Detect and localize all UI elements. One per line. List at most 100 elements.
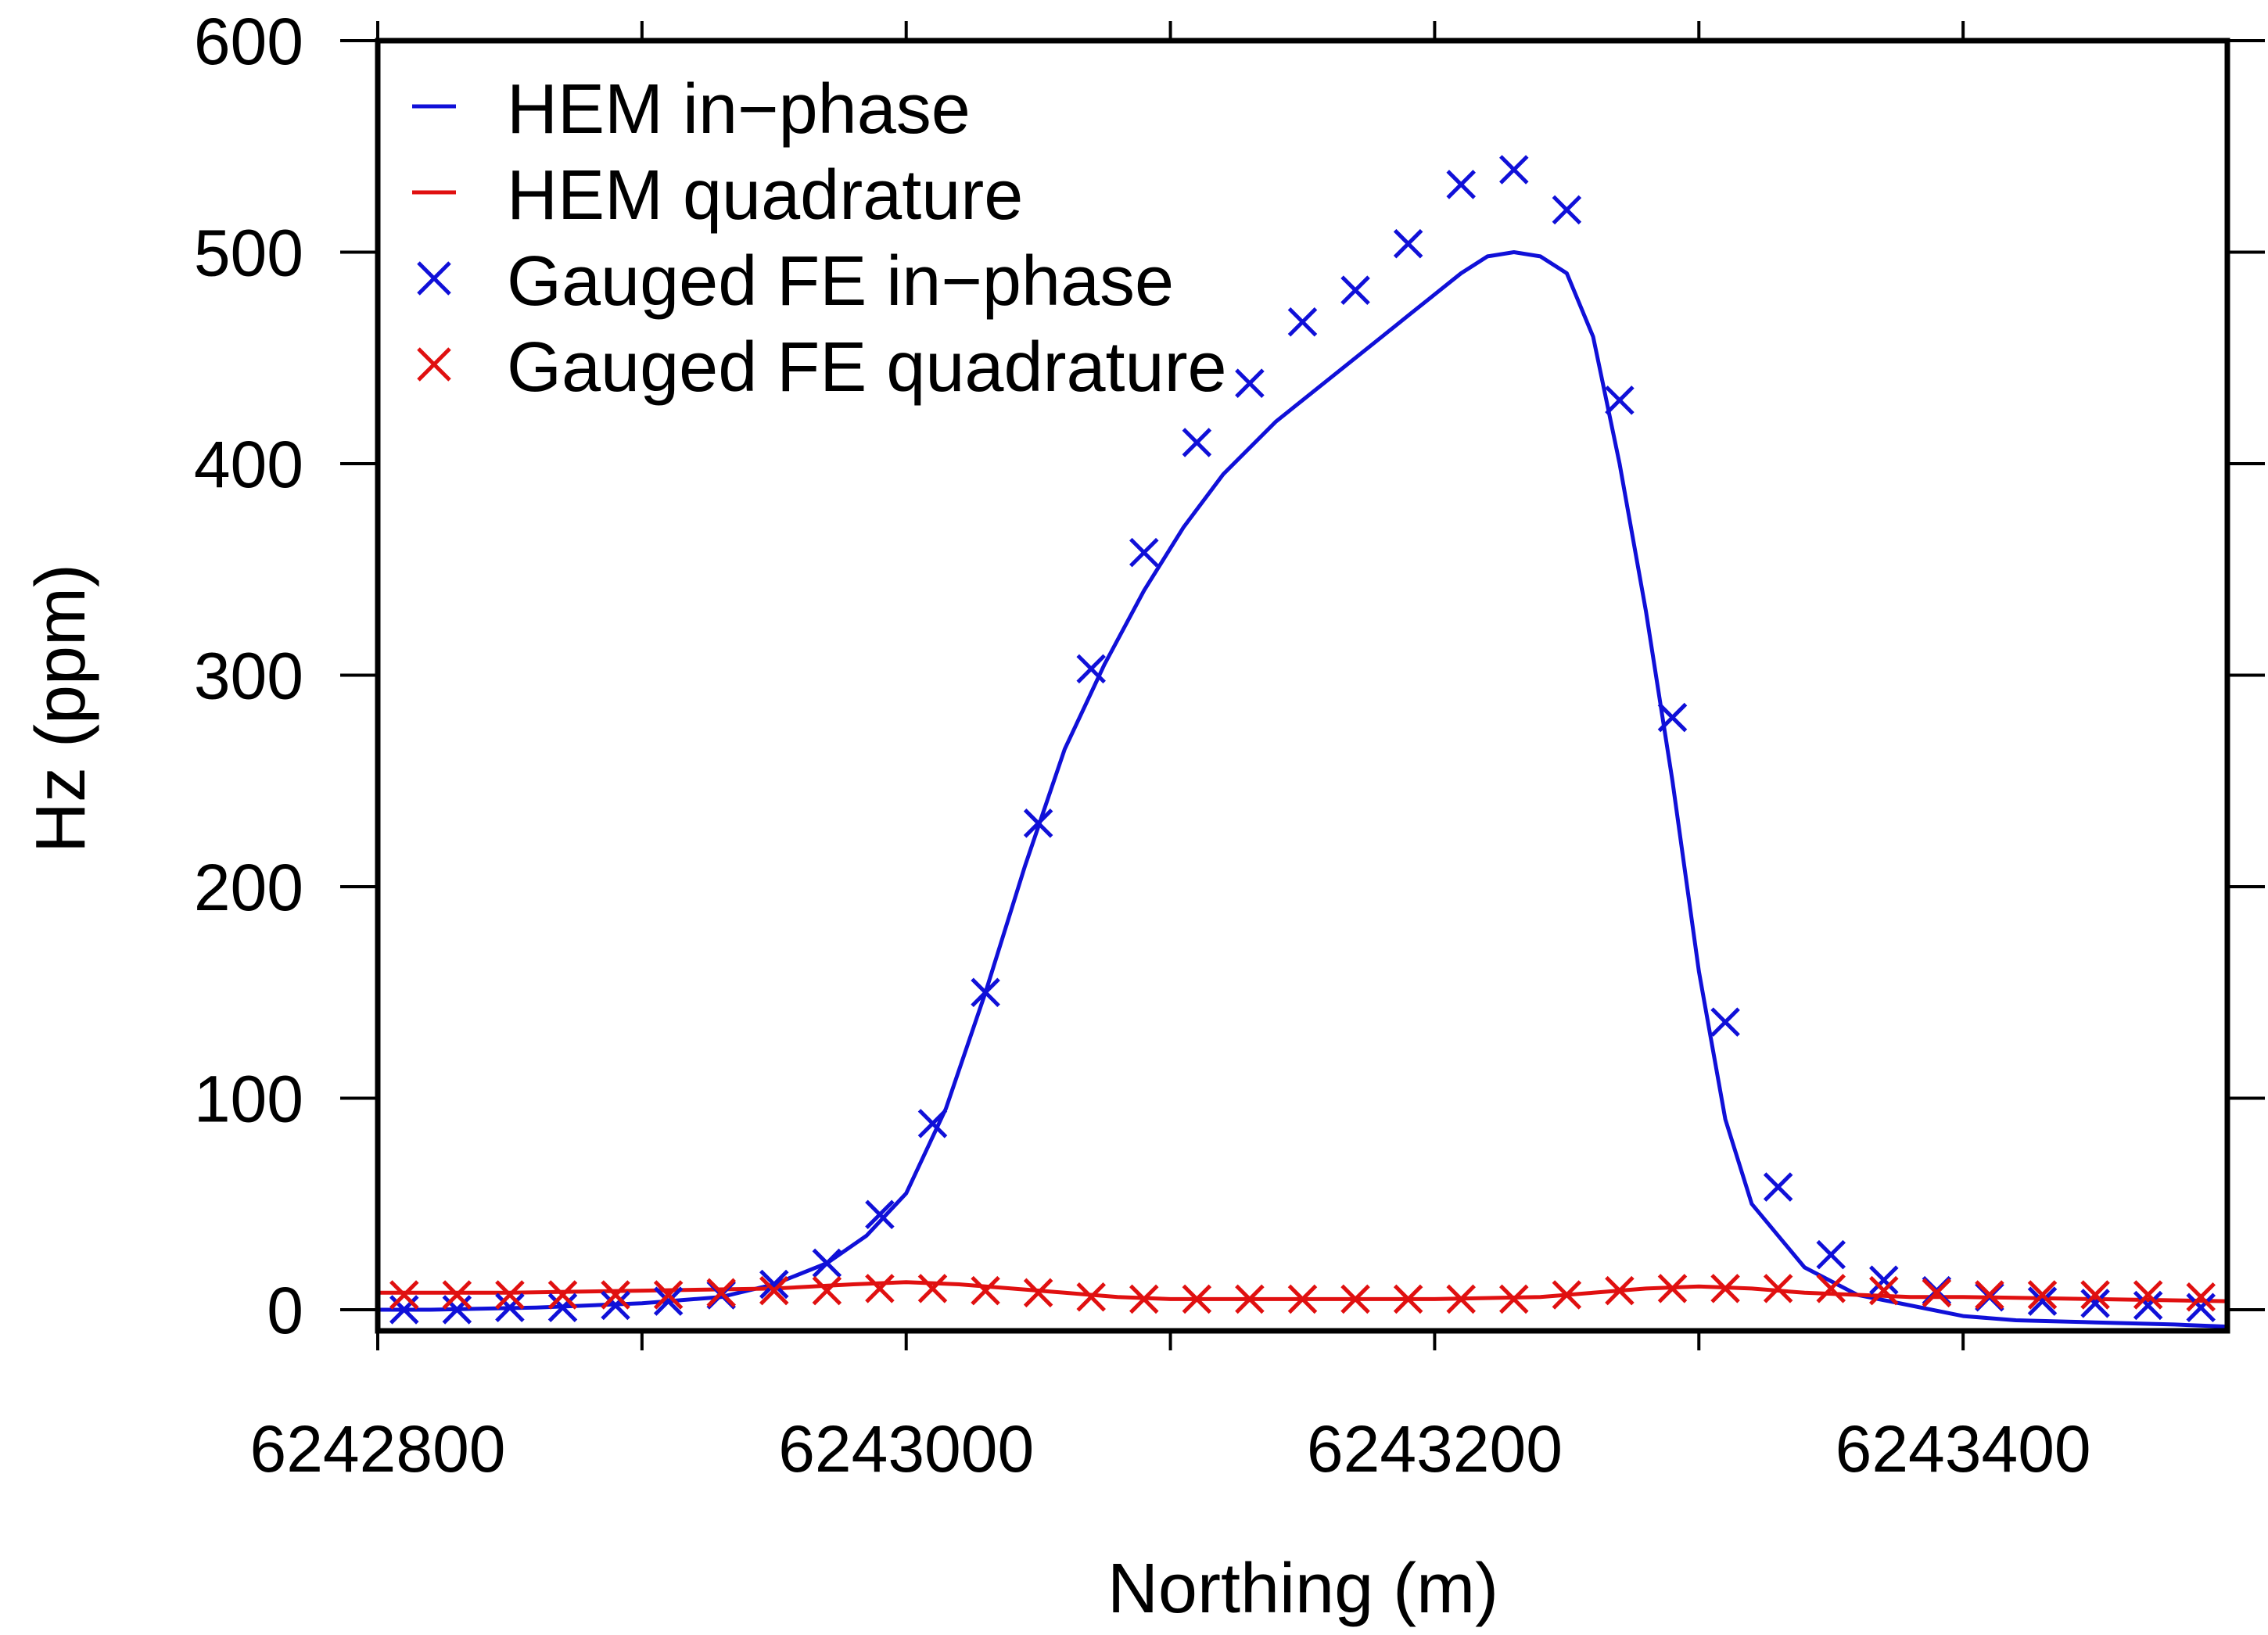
- y-tick-label: 200: [194, 851, 303, 924]
- gauged-fe-quadrature-point: [2080, 1280, 2110, 1310]
- legend-swatch-x: [417, 347, 451, 382]
- gauged-fe-quadrature-point-stroke: [495, 1280, 525, 1310]
- axes-layer: [340, 21, 2265, 1350]
- y-tick-label: 300: [194, 639, 303, 712]
- gauged-fe-quadrature-point: [1182, 1284, 1212, 1314]
- legend-item-gauged-fe-quadrature: Gauged FE quadrature: [417, 328, 1227, 407]
- gauged-fe-quadrature-point: [1129, 1284, 1159, 1314]
- gauged-fe-quadrature-point: [1076, 1282, 1106, 1312]
- gauged-fe-quadrature-point-stroke: [547, 1280, 578, 1310]
- legend-item-gauged-fe-in-phase: Gauged FE in−phase: [417, 242, 1174, 321]
- gauged-fe-in-phase-point-stroke: [2027, 1286, 2058, 1316]
- gauged-fe-in-phase-point: [1023, 809, 1053, 838]
- gauged-fe-in-phase-point: [1552, 195, 1582, 225]
- gauged-fe-quadrature-point: [2186, 1282, 2216, 1312]
- gauged-fe-quadrature-point-stroke: [865, 1274, 895, 1303]
- gauged-fe-quadrature-point-stroke: [1869, 1275, 1899, 1306]
- gauged-fe-quadrature-point: [1657, 1274, 1688, 1303]
- gauged-fe-in-phase-point-stroke: [1393, 228, 1423, 259]
- gauged-fe-in-phase-point-stroke: [1710, 1007, 1740, 1037]
- gauged-fe-quadrature-point-stroke: [1657, 1274, 1688, 1303]
- gauged-fe-quadrature-point-stroke: [812, 1275, 842, 1306]
- gauged-fe-quadrature-point: [865, 1274, 895, 1303]
- gauged-fe-quadrature-point-stroke: [1975, 1280, 2004, 1310]
- gauged-fe-in-phase-point: [1393, 228, 1423, 259]
- gauged-fe-quadrature-point-stroke: [917, 1274, 948, 1303]
- gauged-fe-in-phase-point-stroke: [1182, 428, 1212, 457]
- gauged-fe-in-phase-point: [653, 1286, 684, 1316]
- gauged-fe-in-phase-point: [917, 1109, 948, 1138]
- gauged-fe-in-phase-point: [1340, 275, 1370, 305]
- gauged-fe-in-phase-point: [1129, 537, 1159, 568]
- gauged-fe-quadrature-point-stroke: [1552, 1280, 1582, 1310]
- gauged-fe-in-phase-point: [1710, 1007, 1740, 1037]
- gauged-fe-quadrature-point-stroke: [971, 1275, 1000, 1306]
- gauged-fe-in-phase-point: [2186, 1293, 2216, 1323]
- gauged-fe-in-phase-point-stroke: [971, 977, 1000, 1007]
- gauged-fe-quadrature-point-stroke: [2186, 1282, 2216, 1312]
- gauged-fe-in-phase-point: [547, 1293, 578, 1323]
- gauged-fe-in-phase-point: [1235, 368, 1265, 398]
- gauged-fe-in-phase-point: [759, 1269, 789, 1300]
- gauged-fe-quadrature-point-stroke: [2133, 1280, 2163, 1310]
- gauged-fe-quadrature-point: [1710, 1274, 1740, 1303]
- gauged-fe-in-phase-point-stroke: [1287, 307, 1318, 337]
- legend-item-hem-quadrature: HEM quadrature: [412, 156, 1023, 235]
- gauged-fe-in-phase-point-stroke: [1605, 385, 1635, 415]
- gauged-fe-in-phase-point: [1763, 1172, 1793, 1202]
- gauged-fe-quadrature-point-stroke: [1023, 1278, 1053, 1308]
- gauged-fe-quadrature-point-stroke: [1235, 1284, 1265, 1314]
- gauged-fe-quadrature-point: [759, 1275, 789, 1306]
- gauged-fe-in-phase-point-stroke: [2080, 1289, 2110, 1318]
- y-tick-label: 500: [194, 216, 303, 289]
- gauged-fe-in-phase-point: [2133, 1290, 2163, 1321]
- hem-quadrature-line: [378, 1280, 2227, 1303]
- gauged-fe-quadrature-point: [1552, 1280, 1582, 1310]
- gauged-fe-in-phase-point-stroke: [1552, 195, 1582, 225]
- gauged-fe-quadrature-point-stroke: [601, 1280, 630, 1310]
- x-tick-label: 6243400: [1836, 1412, 2091, 1486]
- gauged-fe-quadrature-point-stroke: [2080, 1280, 2110, 1310]
- gauged-fe-quadrature-point: [812, 1275, 842, 1306]
- gauged-fe-in-phase-point: [2027, 1286, 2058, 1316]
- gauged-fe-quadrature-point: [1287, 1284, 1318, 1314]
- gauged-fe-quadrature-point-stroke: [759, 1275, 789, 1306]
- gauged-fe-in-phase-point: [389, 1295, 419, 1325]
- gauged-fe-quadrature-point: [706, 1278, 736, 1308]
- gauged-fe-in-phase-point-stroke: [442, 1295, 472, 1325]
- gauged-fe-quadrature-point: [1340, 1284, 1370, 1314]
- gauged-fe-quadrature-point: [1023, 1278, 1053, 1308]
- gauged-fe-in-phase-point-stroke: [812, 1248, 842, 1278]
- gauged-fe-in-phase-point-stroke: [1023, 809, 1053, 838]
- gauged-fe-in-phase-point: [1076, 654, 1106, 684]
- gauged-fe-in-phase-point-stroke: [653, 1286, 684, 1316]
- gauged-fe-quadrature-point: [601, 1280, 630, 1310]
- gauged-fe-in-phase-point-stroke: [1129, 537, 1159, 568]
- gauged-fe-in-phase-point-stroke: [1816, 1239, 1846, 1270]
- gauged-fe-in-phase-point: [1446, 170, 1476, 199]
- gauged-fe-in-phase-point-stroke: [547, 1293, 578, 1323]
- gauged-fe-quadrature-point-stroke: [1605, 1275, 1635, 1306]
- gauged-fe-quadrature-point: [1763, 1274, 1793, 1303]
- plot-frame: [375, 38, 2230, 1334]
- gauged-fe-quadrature-point: [2133, 1280, 2163, 1310]
- x-tick-label: 6243000: [778, 1412, 1034, 1486]
- gauged-fe-quadrature-point-stroke: [1076, 1282, 1106, 1312]
- gauged-fe-quadrature-point: [2027, 1280, 2058, 1310]
- gauged-fe-in-phase-point: [1182, 428, 1212, 457]
- gauged-fe-quadrature-point-stroke: [1287, 1284, 1318, 1314]
- gauged-fe-in-phase-point-stroke: [1499, 155, 1529, 185]
- y-axis-label: Hz (ppm): [22, 564, 100, 853]
- y-tick-label: 600: [194, 5, 303, 78]
- gauged-fe-quadrature-point-stroke: [389, 1280, 419, 1310]
- x-tick-label: 6242800: [249, 1412, 505, 1486]
- gauged-fe-in-phase-point-stroke: [389, 1295, 419, 1325]
- gauged-fe-in-phase-point: [601, 1290, 630, 1321]
- gauged-fe-in-phase-point-stroke: [601, 1290, 630, 1321]
- gauged-fe-quadrature-point: [1499, 1284, 1529, 1314]
- gauged-fe-quadrature-point: [442, 1280, 472, 1310]
- gauged-fe-in-phase-point-stroke: [865, 1199, 895, 1229]
- gauged-fe-in-phase-point: [812, 1248, 842, 1278]
- x-axis-label: Northing (m): [1107, 1550, 1498, 1628]
- legend-label: Gauged FE in−phase: [507, 242, 1174, 321]
